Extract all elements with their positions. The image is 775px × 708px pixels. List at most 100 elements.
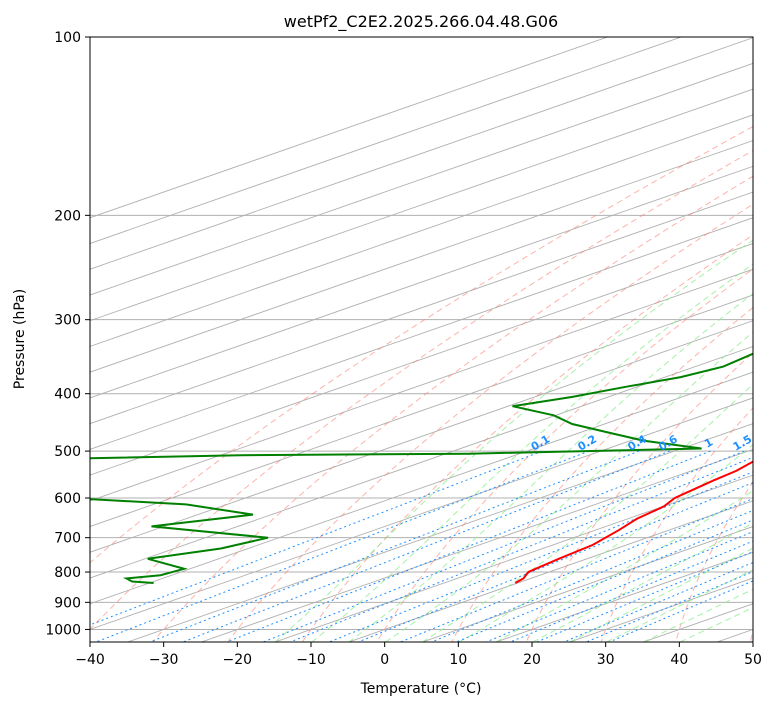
isotherm-line (127, 423, 753, 642)
mixing-ratio-label: 0.1 (529, 433, 552, 454)
mixing-ratio-line (149, 450, 640, 642)
y-axis-label: Pressure (hPa) (12, 289, 28, 389)
x-tick-label: 0 (380, 652, 389, 668)
mixing-ratio-line (289, 456, 753, 642)
isotherm-line (90, 165, 753, 399)
skewed-isotherms (90, 37, 753, 642)
y-tick-label: 500 (54, 444, 81, 460)
y-tick-label: 400 (54, 387, 81, 403)
chart-title: wetPf2_C2E2.2025.266.04.48.G06 (284, 12, 558, 32)
dry-adiabats (90, 125, 753, 642)
dry-adiabat-line (90, 125, 753, 564)
plot-area: -100-90-80-70-60-50-40-30-20-100.10.20.4… (90, 37, 775, 642)
mixing-ratio-line (486, 531, 753, 642)
isotherm-line (90, 397, 753, 630)
dry-adiabat-line (90, 149, 753, 631)
isotherm-line (90, 37, 682, 244)
moist-adiabat-label: 30 (772, 554, 775, 574)
moist-adiabat-line (679, 606, 753, 642)
isotherm-line (201, 448, 753, 642)
dry-adiabat-line (227, 203, 753, 642)
moist-adiabat-line (458, 444, 753, 642)
dewpoint-line (90, 352, 753, 584)
isotherm-line (90, 140, 753, 373)
isotherm-line (90, 114, 753, 347)
dry-adiabat-line (376, 268, 753, 642)
isotherm-line (90, 371, 753, 605)
isotherm-line (90, 37, 608, 219)
isotherm-line (90, 345, 753, 579)
isotherm-line (90, 268, 753, 502)
mixing-ratio-line (358, 482, 753, 642)
dry-adiabat-line (675, 481, 753, 642)
y-tick-label: 700 (54, 531, 81, 547)
mixing-ratio-line (536, 551, 753, 642)
mixing-ratio-line (90, 450, 543, 626)
mixing-ratio-lines (90, 450, 753, 642)
moist-adiabat-line (569, 547, 753, 642)
isotherm-line (90, 62, 753, 296)
x-tick-label: 30 (597, 652, 615, 668)
x-tick-label: 50 (744, 652, 762, 668)
y-tick-label: 900 (54, 595, 81, 611)
x-axis-ticks: −40 −30 −20 −10 0 10 20 30 40 50 (75, 642, 762, 668)
mixing-ratio-line (95, 450, 590, 642)
y-axis-ticks: 100 200 300 400 500 600 700 800 900 1000 (45, 30, 90, 638)
x-tick-label: 40 (670, 652, 688, 668)
y-tick-label: 200 (54, 208, 81, 224)
moist-adiabat-label: 40 (769, 581, 775, 601)
isotherm-line (422, 526, 753, 642)
dry-adiabat-line (152, 175, 753, 642)
moist-adiabat-line (422, 383, 753, 642)
isotherm-line (90, 37, 753, 270)
mixing-ratio-line (456, 519, 753, 642)
mixing-ratio-line (431, 509, 753, 642)
moist-adiabat-line (643, 588, 753, 642)
x-tick-label: 10 (449, 652, 467, 668)
moist-adiabat-line (385, 331, 753, 642)
moist-adiabat-line (495, 490, 753, 642)
moist-adiabat-line (606, 569, 753, 642)
temperature-line (514, 460, 753, 584)
dry-adiabat-line (451, 306, 753, 642)
isotherm-line (90, 191, 753, 425)
y-tick-label: 1000 (45, 622, 81, 638)
x-tick-label: 20 (523, 652, 541, 668)
isotherm-line (643, 603, 753, 642)
line-labels: -100-90-80-70-60-50-40-30-20-100.10.20.4… (529, 432, 775, 601)
mixing-ratio-line (329, 471, 753, 642)
isotherm-line (348, 500, 753, 642)
moist-adiabat-line (311, 263, 753, 642)
plot-frame (89, 36, 754, 643)
mixing-ratio-line (226, 450, 711, 642)
isotherm-line (274, 474, 753, 642)
y-tick-label: 300 (54, 313, 81, 329)
dry-adiabat-line (525, 352, 753, 642)
x-axis-label: Temperature (°C) (360, 681, 482, 697)
y-tick-label: 800 (54, 565, 81, 581)
mixing-ratio-line (609, 580, 753, 642)
x-tick-label: −20 (223, 652, 253, 668)
moist-adiabat-line (274, 239, 753, 642)
profile-series (90, 352, 753, 584)
mixing-ratio-line (563, 561, 753, 642)
x-tick-label: −40 (75, 652, 105, 668)
isotherm-line (90, 243, 753, 476)
y-tick-label: 100 (54, 30, 81, 46)
mixing-ratio-line (263, 450, 745, 642)
isotherm-line (90, 217, 753, 450)
isotherm-line (569, 577, 753, 642)
y-tick-label: 600 (54, 491, 81, 507)
x-tick-label: −10 (296, 652, 326, 668)
isotherm-line (90, 88, 753, 322)
dry-adiabat-line (600, 407, 753, 642)
isotherm-line (495, 551, 753, 642)
isotherm-line (90, 294, 753, 528)
x-tick-label: −30 (149, 652, 179, 668)
mixing-ratio-label: 2 (761, 436, 774, 451)
moist-adiabats (274, 239, 753, 642)
mixing-ratio-line (510, 540, 753, 642)
isobar-gridlines (90, 37, 753, 630)
dry-adiabat-line (750, 627, 753, 642)
